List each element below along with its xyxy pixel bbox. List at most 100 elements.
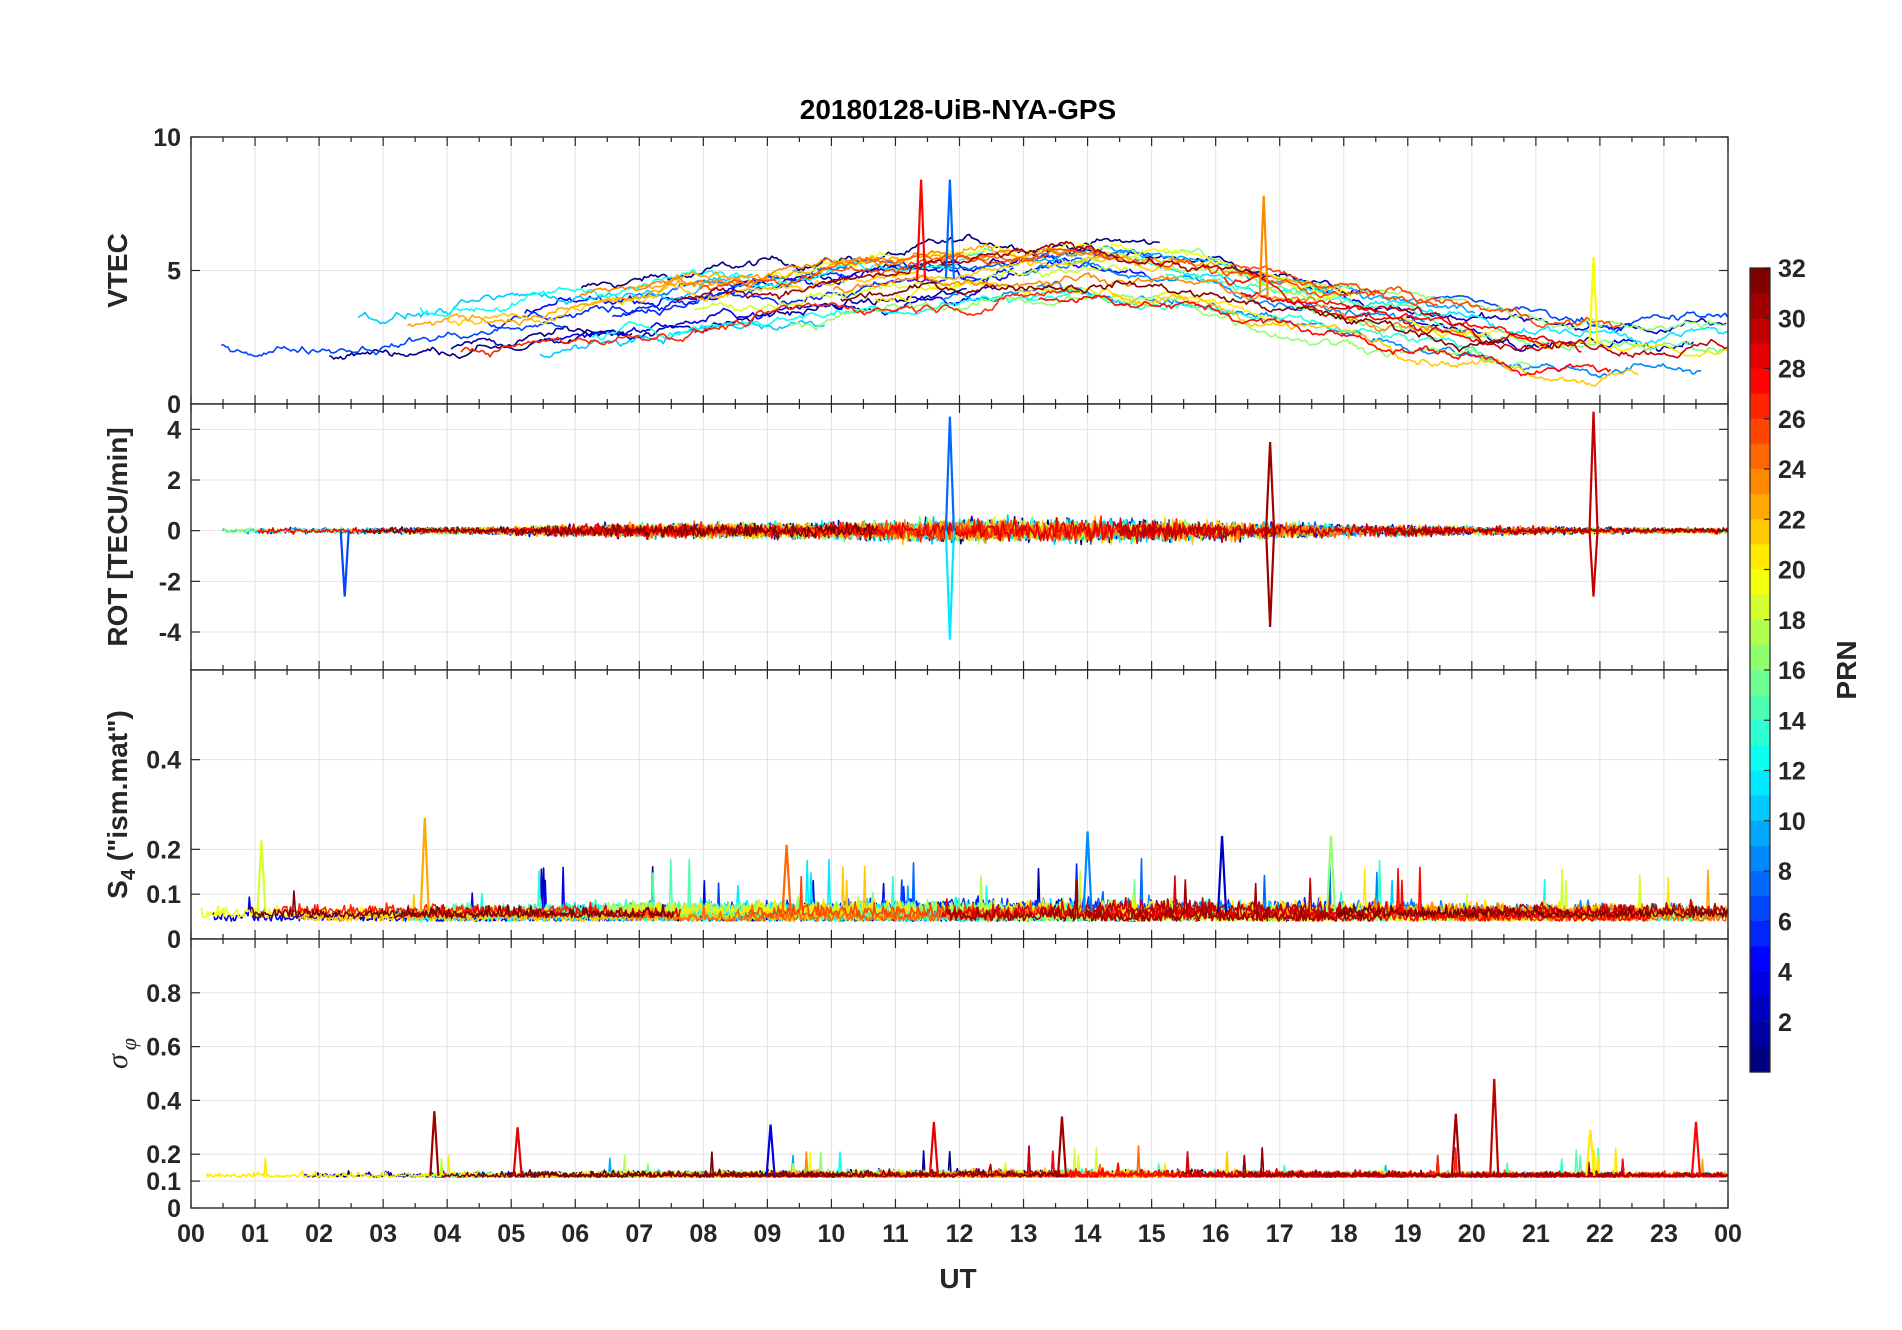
panel-vtec: 0 5 10 VTEC (102, 124, 1729, 419)
colorbar-tick-label: 26 (1778, 406, 1806, 434)
peak-mark-prn-21 (1585, 1129, 1596, 1176)
series-line-prn-28 (1038, 294, 1612, 377)
y-tick-label: 0.2 (146, 836, 181, 864)
axes: 0 0.1 0.2 0.4 (146, 669, 1729, 954)
series-line-prn-24 (579, 249, 1022, 297)
peak-mark-prn-3 (1216, 835, 1228, 913)
series-line-prn-28 (1223, 274, 1550, 346)
series-line-prn-30 (1085, 877, 1354, 915)
y-tick-label: 0.1 (146, 881, 181, 909)
series-group (205, 1078, 1728, 1178)
y-axis-label-sub: 4 (118, 868, 140, 880)
series-line-prn-32 (1336, 901, 1728, 919)
colorbar-segment (1750, 368, 1770, 395)
series-line-prn-31 (940, 240, 1267, 281)
x-tick-label: 02 (305, 1220, 333, 1248)
peak-mark-prn-31 (1056, 1116, 1068, 1176)
x-tick-label: 09 (753, 1220, 781, 1248)
peak-mark-prn-31 (429, 1111, 440, 1176)
series-line-prn-31 (1239, 1147, 1728, 1178)
colorbar-tick-label: 30 (1778, 305, 1806, 333)
y-tick-label: 0.8 (146, 980, 181, 1008)
y-axis-label-rest: ("ism.mat") (102, 710, 133, 869)
series-line-prn-30 (1329, 304, 1728, 359)
series-line-prn-31 (946, 879, 1382, 922)
series-line-prn-12 (1131, 258, 1728, 347)
series-line-prn-21 (1389, 316, 1728, 358)
colorbar-tick-label: 14 (1778, 707, 1806, 735)
series-line-prn-13 (419, 247, 993, 318)
x-tick-label: 01 (241, 1220, 269, 1248)
peak-mark-prn-31 (1265, 530, 1276, 627)
y-tick-label: 10 (153, 124, 181, 152)
peak-mark-prn-8 (944, 416, 955, 531)
series-line-prn-23 (406, 273, 769, 328)
panel-sigma_phi: 00.10.2 0.4 0.6 0.8 σφ (101, 938, 1729, 1223)
colorbar-segment (1750, 1046, 1770, 1073)
x-tick-label: 08 (689, 1220, 717, 1248)
series-line-prn-21 (874, 281, 1286, 324)
colorbar-segment (1750, 318, 1770, 344)
x-tick-labels: 00 01 02 03 04 05 06 07 08 09 10 11 12 13 14 15 16 17 18 19… (177, 1220, 1742, 1248)
series-line-prn-22 (446, 255, 1172, 327)
series-line-prn-15 (1165, 273, 1444, 327)
y-tick-label: 0.6 (146, 1034, 181, 1062)
series-line-prn-26 (1225, 263, 1623, 329)
y-tick-label: 0 (167, 1195, 181, 1223)
series-line-prn-32 (508, 1151, 849, 1178)
peak-mark-prn-30 (1489, 1078, 1500, 1176)
axes: 0 5 10 (153, 124, 1729, 419)
y-tick-label: 0.1 (146, 1168, 181, 1196)
y-tick-label: -2 (159, 568, 181, 596)
colorbar-segment (1750, 494, 1770, 520)
series-line-prn-30 (1117, 521, 1464, 544)
y-tick-label: 0 (167, 391, 181, 419)
colorbar-tick-label: 2 (1778, 1009, 1792, 1037)
colorbar-tick-label: 28 (1778, 356, 1806, 384)
colorbar-segment (1750, 795, 1770, 822)
peak-mark-prn-31 (1450, 1113, 1461, 1176)
y-tick-label: 5 (167, 258, 181, 286)
colorbar-segment (1750, 996, 1770, 1023)
axes: 00.10.2 0.4 0.6 0.8 (146, 938, 1729, 1223)
colorbar-segment (1750, 845, 1770, 872)
colorbar-segment (1750, 343, 1770, 370)
series-line-prn-32 (249, 890, 674, 919)
y-tick-label: -4 (159, 619, 181, 647)
x-tick-label: 05 (497, 1220, 525, 1248)
peak-mark-prn-12 (944, 530, 955, 640)
colorbar-segment (1750, 293, 1770, 319)
peak-mark-prn-23 (419, 817, 430, 913)
series-group (221, 179, 1728, 387)
y-tick-label: 0 (167, 518, 181, 546)
colorbar-segment (1750, 820, 1770, 847)
colorbar-segment (1750, 770, 1770, 797)
colorbar-segment (1750, 619, 1770, 646)
x-tick-label: 14 (1074, 1220, 1102, 1248)
x-tick-label: 10 (818, 1220, 846, 1248)
peak-mark-prn-28 (1690, 1121, 1702, 1176)
colorbar-tick-label: 6 (1778, 908, 1792, 936)
panel-rot: -4 -2 0 2 4 ROT [TECU/min] (102, 403, 1729, 671)
peak-mark-prn-30 (1588, 411, 1599, 531)
colorbar-segment (1750, 871, 1770, 897)
colorbar-tick-label: 10 (1778, 808, 1806, 836)
peak-mark-prn-8 (944, 179, 955, 279)
series-line-prn-29 (1240, 291, 1582, 353)
series-line-prn-28 (1095, 866, 1651, 922)
x-tick-label: 11 (882, 1220, 909, 1248)
x-tick-label: 04 (433, 1220, 461, 1248)
series-line-prn-26 (809, 519, 1109, 542)
colorbar-segment (1750, 519, 1770, 545)
x-tick-label: 07 (625, 1220, 653, 1248)
series-line-prn-31 (673, 259, 959, 302)
y-tick-label: 4 (167, 416, 181, 444)
x-tick-label: 16 (1202, 1220, 1230, 1248)
colorbar-segment (1750, 418, 1770, 445)
series-line-prn-32 (840, 280, 1505, 353)
colorbar-label: PRN (1831, 640, 1862, 699)
colorbar-segment (1750, 670, 1770, 696)
peak-mark-prn-7 (339, 530, 350, 597)
